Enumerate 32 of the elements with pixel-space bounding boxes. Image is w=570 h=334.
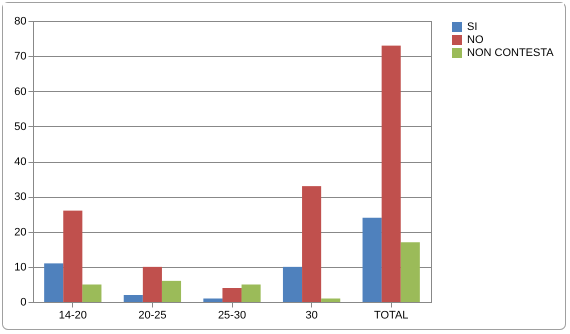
- x-tick-label: 25-30: [218, 310, 246, 322]
- y-tick-label: 10: [14, 261, 26, 274]
- bar: [282, 266, 302, 302]
- bar: [242, 284, 261, 302]
- bar: [124, 294, 143, 302]
- y-tick-label: 0: [20, 296, 26, 308]
- x-tick-label: 20-25: [138, 310, 166, 322]
- bar: [142, 266, 162, 302]
- bar: [82, 284, 102, 302]
- y-tick-label: 70: [14, 50, 26, 63]
- x-tick-label: 30: [305, 310, 318, 322]
- x-tick-label: TOTAL: [374, 310, 408, 322]
- bar: [63, 210, 82, 302]
- legend-label: SI: [467, 21, 478, 33]
- bar: [321, 298, 340, 302]
- y-tick-label: 60: [14, 86, 26, 98]
- bar: [400, 242, 420, 302]
- bar: [203, 298, 222, 302]
- bar: [302, 186, 322, 302]
- y-tick-label: 30: [14, 191, 26, 204]
- y-tick-label: 40: [14, 156, 26, 168]
- bar: [222, 288, 242, 302]
- x-tick-label: 14-20: [58, 310, 87, 322]
- y-tick-label: 50: [14, 120, 26, 133]
- bar: [162, 280, 182, 302]
- legend-label: NO: [467, 34, 484, 46]
- bar: [382, 46, 401, 302]
- bar: [362, 218, 382, 302]
- y-tick-label: 20: [14, 226, 26, 238]
- y-tick-label: 80: [14, 16, 26, 28]
- legend-label: NON CONTESTA: [467, 47, 554, 59]
- bar: [44, 263, 64, 302]
